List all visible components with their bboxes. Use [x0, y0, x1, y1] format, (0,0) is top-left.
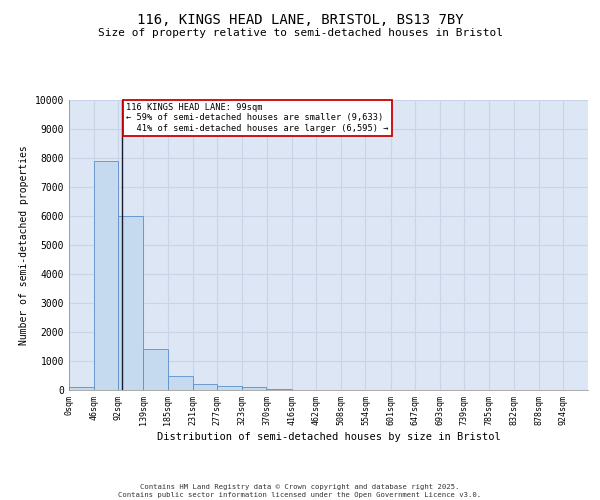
Text: 116 KINGS HEAD LANE: 99sqm
← 59% of semi-detached houses are smaller (9,633)
  4: 116 KINGS HEAD LANE: 99sqm ← 59% of semi… — [126, 103, 389, 132]
Text: 116, KINGS HEAD LANE, BRISTOL, BS13 7BY: 116, KINGS HEAD LANE, BRISTOL, BS13 7BY — [137, 12, 463, 26]
Bar — [242, 387, 266, 390]
X-axis label: Distribution of semi-detached houses by size in Bristol: Distribution of semi-detached houses by … — [157, 432, 500, 442]
Bar — [267, 388, 292, 390]
Bar — [143, 350, 168, 390]
Bar — [94, 161, 118, 390]
Bar — [168, 376, 193, 390]
Bar — [217, 386, 242, 390]
Bar — [193, 384, 217, 390]
Text: Size of property relative to semi-detached houses in Bristol: Size of property relative to semi-detach… — [97, 28, 503, 38]
Bar — [69, 387, 94, 390]
Y-axis label: Number of semi-detached properties: Number of semi-detached properties — [19, 145, 29, 345]
Text: Contains HM Land Registry data © Crown copyright and database right 2025.
Contai: Contains HM Land Registry data © Crown c… — [118, 484, 482, 498]
Bar — [118, 216, 143, 390]
